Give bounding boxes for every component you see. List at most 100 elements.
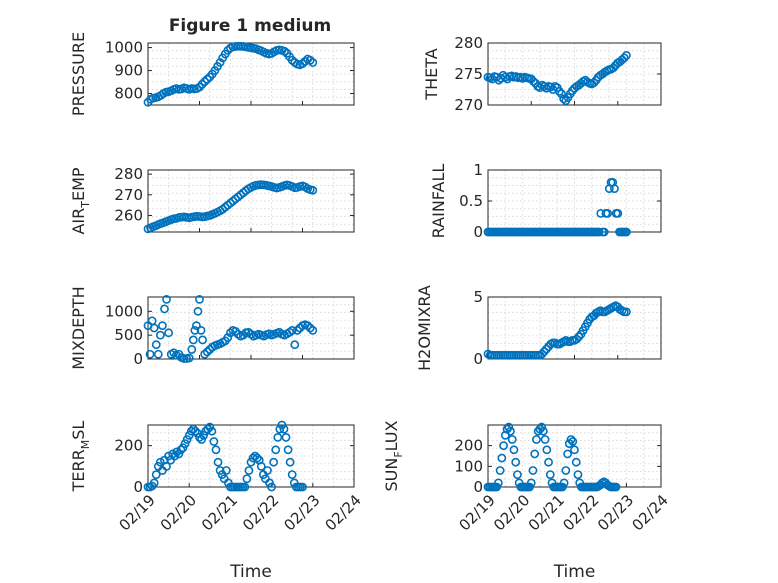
- y-axis-label-rest: SL: [69, 421, 88, 440]
- y-axis-label: AIRTEMP: [69, 167, 92, 234]
- y-axis-label: RAINFALL: [429, 164, 448, 239]
- data-point: [573, 470, 583, 479]
- subplot-mixdepth: 0 500 1000 MIXDEPTH: [69, 286, 355, 370]
- y-axis-label-subscript: F: [392, 451, 405, 457]
- axes-border: [487, 424, 662, 488]
- data-point: [493, 478, 503, 488]
- data-point: [215, 466, 225, 475]
- y-tick-label: 0: [133, 478, 143, 496]
- data-point: [149, 323, 159, 333]
- data-point: [619, 53, 629, 63]
- data-point: [205, 422, 215, 432]
- data-point: [162, 461, 171, 471]
- data-point: [213, 457, 223, 467]
- y-tick-label: 275: [454, 65, 483, 83]
- data-point: [287, 325, 297, 335]
- data-point: [292, 325, 302, 335]
- data-point: [308, 185, 318, 195]
- data-point: [566, 435, 576, 444]
- y-axis-label-main: THETA: [422, 48, 441, 100]
- data-point: [305, 323, 315, 333]
- x-tick-label: 02/20: [490, 491, 533, 534]
- subplot-h2omixra: 0 5 H2OMIXRA: [415, 285, 662, 371]
- data-point: [542, 445, 552, 455]
- data-point: [267, 482, 276, 492]
- data-point: [151, 470, 161, 479]
- data-point: [256, 461, 266, 471]
- y-tick-label: 1000: [105, 39, 143, 57]
- data-point: [283, 445, 293, 455]
- y-tick-label: 0: [473, 223, 483, 241]
- data-point: [164, 328, 173, 338]
- data-point: [303, 321, 313, 331]
- data-point: [200, 77, 210, 86]
- data-point: [599, 227, 609, 237]
- y-tick-label: 280: [114, 165, 143, 183]
- y-tick-label: 260: [114, 206, 143, 224]
- data-point: [529, 77, 538, 86]
- y-axis-label: THETA: [422, 48, 441, 100]
- y-axis-label: PRESSURE: [69, 32, 88, 116]
- data-point: [554, 86, 564, 96]
- data-point: [609, 63, 618, 73]
- x-axis-label: Time: [553, 562, 596, 582]
- data-point: [153, 349, 163, 359]
- data-point: [610, 184, 619, 193]
- data-point: [246, 457, 256, 467]
- subplot-theta: 270 275 280 THETA: [422, 34, 662, 114]
- x-axis-label: Time: [229, 562, 272, 582]
- data-point: [277, 420, 287, 430]
- y-axis-label: MIXDEPTH: [69, 286, 88, 369]
- data-point: [298, 59, 307, 69]
- data-point: [174, 449, 184, 459]
- data-point: [176, 445, 186, 455]
- x-tick-label: 02/24: [629, 491, 672, 534]
- y-tick-label: 270: [454, 96, 483, 114]
- data-point: [509, 445, 519, 455]
- data-point: [149, 478, 159, 488]
- x-tick-label: 02/19: [456, 491, 499, 534]
- data-point: [539, 347, 549, 356]
- x-tick-label: 02/23: [594, 491, 637, 534]
- data-point: [179, 354, 189, 363]
- data-point: [209, 437, 219, 446]
- data-point: [589, 78, 599, 88]
- x-tick-label: 02/22: [239, 491, 282, 534]
- y-axis-label-main: H2OMIXRA: [415, 285, 434, 371]
- data-point: [193, 306, 203, 316]
- y-axis-label-main: SUN: [382, 458, 401, 492]
- y-tick-label: 200: [454, 437, 483, 455]
- data-point: [198, 335, 207, 345]
- x-tick-label: 02/21: [198, 491, 241, 534]
- y-axis-label-rest: EMP: [69, 167, 88, 201]
- data-point: [199, 430, 209, 440]
- data-point: [265, 478, 274, 488]
- data-point: [611, 482, 621, 492]
- data-point: [202, 74, 212, 84]
- data-point: [244, 466, 254, 475]
- data-point: [559, 94, 569, 104]
- data-point: [187, 345, 197, 354]
- data-point: [532, 435, 541, 444]
- data-point: [544, 457, 553, 467]
- data-point: [561, 466, 571, 475]
- data-point: [528, 466, 538, 475]
- y-tick-label: 280: [454, 34, 483, 52]
- data-point: [574, 332, 584, 342]
- data-point: [622, 307, 631, 317]
- data-point: [273, 432, 283, 442]
- data-point: [622, 227, 631, 237]
- data-point: [298, 482, 307, 492]
- y-tick-label: 0: [473, 478, 483, 496]
- y-tick-label: 1: [473, 161, 483, 179]
- data-point: [570, 445, 579, 455]
- data-point: [538, 426, 548, 436]
- y-axis-label-subscript: M: [79, 440, 92, 450]
- y-tick-label: 5: [473, 288, 483, 306]
- y-tick-label: 800: [114, 85, 143, 103]
- subplot-rainfall: 0 0.5 1 RAINFALL: [429, 161, 662, 241]
- data-point: [180, 439, 190, 448]
- y-tick-label: 270: [114, 186, 143, 204]
